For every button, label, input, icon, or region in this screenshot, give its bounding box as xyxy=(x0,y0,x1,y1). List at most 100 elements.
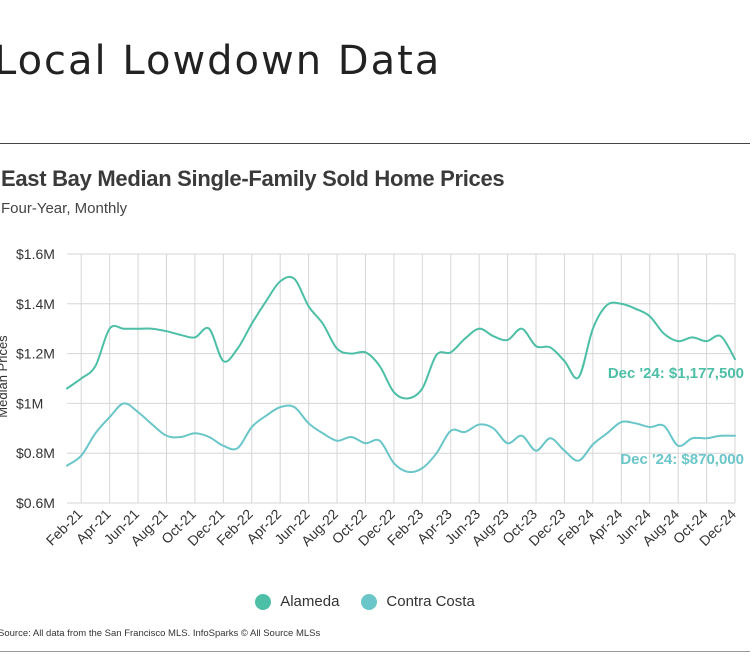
data-point-alameda xyxy=(704,339,709,344)
data-point-alameda xyxy=(576,375,581,380)
data-point-alameda xyxy=(448,350,453,355)
legend-label-alameda: Alameda xyxy=(280,593,340,610)
data-point-contra-costa xyxy=(107,415,112,420)
data-point-contra-costa xyxy=(619,420,624,425)
data-point-contra-costa xyxy=(391,461,396,466)
line-chart: $0.6M $0.8M $1M $1.2M $1.4M $1.6M Median Price… xyxy=(0,246,744,549)
data-point-contra-costa xyxy=(676,443,681,448)
y-axis-title: Median Prices xyxy=(0,335,10,418)
data-point-alameda xyxy=(477,326,482,331)
data-point-alameda xyxy=(335,346,340,351)
data-point-alameda xyxy=(207,326,212,331)
end-label-alameda: Dec '24: $1,177,500 xyxy=(608,365,744,382)
data-point-contra-costa xyxy=(93,431,98,436)
header-divider xyxy=(0,143,750,144)
data-point-alameda xyxy=(363,350,368,355)
data-point-alameda xyxy=(178,332,183,337)
data-point-contra-costa xyxy=(434,451,439,456)
data-point-contra-costa xyxy=(221,443,226,448)
data-point-contra-costa xyxy=(306,421,311,426)
data-point-contra-costa xyxy=(164,433,169,438)
data-point-alameda xyxy=(548,345,553,350)
y-tick-label: $0.6M xyxy=(16,495,55,511)
data-point-contra-costa xyxy=(65,463,70,468)
data-point-contra-costa xyxy=(690,436,695,441)
data-point-alameda xyxy=(391,390,396,395)
grid xyxy=(67,253,736,504)
data-point-contra-costa xyxy=(491,426,496,431)
data-point-alameda xyxy=(93,364,98,369)
end-label-contra-costa: Dec '24: $870,000 xyxy=(620,451,744,468)
data-point-alameda xyxy=(79,376,84,381)
data-point-contra-costa xyxy=(420,466,425,471)
legend: Alameda Contra Costa xyxy=(0,593,730,610)
y-tick-label: $0.8M xyxy=(16,445,55,461)
data-point-alameda xyxy=(292,276,297,281)
data-point-contra-costa xyxy=(178,435,183,440)
data-point-alameda xyxy=(619,301,624,306)
chart-subtitle: Four-Year, Monthly xyxy=(1,200,128,217)
data-point-alameda xyxy=(65,386,70,391)
data-point-contra-costa xyxy=(548,436,553,441)
data-point-contra-costa xyxy=(576,458,581,463)
data-point-contra-costa xyxy=(235,446,240,451)
end-labels: Dec '24: $1,177,500 Dec '24: $870,000 xyxy=(608,365,744,468)
data-point-contra-costa xyxy=(136,410,141,415)
data-point-contra-costa xyxy=(647,425,652,430)
data-point-alameda xyxy=(150,326,155,331)
data-point-alameda xyxy=(676,339,681,344)
data-point-contra-costa xyxy=(462,430,467,435)
data-point-contra-costa xyxy=(477,422,482,427)
data-point-contra-costa xyxy=(704,436,709,441)
data-point-contra-costa xyxy=(718,433,723,438)
page-title: Local Lowdown Data xyxy=(0,38,442,84)
data-point-alameda xyxy=(136,326,141,331)
data-point-alameda xyxy=(462,336,467,341)
data-point-alameda xyxy=(633,306,638,311)
data-point-alameda xyxy=(491,334,496,339)
data-point-contra-costa xyxy=(207,435,212,440)
data-point-alameda xyxy=(718,334,723,339)
footer-divider xyxy=(0,651,750,652)
data-point-alameda xyxy=(164,329,169,334)
legend-item-alameda[interactable]: Alameda xyxy=(255,593,339,610)
x-axis: Feb-21Apr-21Jun-21Aug-21Oct-21Dec-21Feb-… xyxy=(43,506,740,549)
data-point-contra-costa xyxy=(505,441,510,446)
data-point-alameda xyxy=(434,352,439,357)
source-note: Source: All data from the San Francisco … xyxy=(0,628,321,639)
chart-title: East Bay Median Single-Family Sold Home … xyxy=(1,166,505,191)
data-point-contra-costa xyxy=(519,433,524,438)
data-point-contra-costa xyxy=(534,448,539,453)
data-point-contra-costa xyxy=(633,421,638,426)
y-tick-label: $1M xyxy=(16,395,43,411)
data-point-contra-costa xyxy=(192,431,197,436)
data-point-alameda xyxy=(107,326,112,331)
data-point-contra-costa xyxy=(150,422,155,427)
data-point-contra-costa xyxy=(278,405,283,410)
data-point-alameda xyxy=(320,321,325,326)
data-point-contra-costa xyxy=(562,448,567,453)
legend-item-contra-costa[interactable]: Contra Costa xyxy=(361,593,475,610)
data-point-alameda xyxy=(278,279,283,284)
data-point-alameda xyxy=(519,326,524,331)
data-point-contra-costa xyxy=(448,428,453,433)
data-point-alameda xyxy=(647,314,652,319)
data-point-contra-costa xyxy=(377,438,382,443)
data-point-contra-costa xyxy=(335,438,340,443)
data-point-alameda xyxy=(249,321,254,326)
legend-swatch-alameda xyxy=(255,593,272,610)
data-point-alameda xyxy=(733,357,738,362)
y-tick-label: $1.6M xyxy=(16,246,55,262)
data-point-alameda xyxy=(377,364,382,369)
data-point-contra-costa xyxy=(363,441,368,446)
data-point-contra-costa xyxy=(249,425,254,430)
data-point-alameda xyxy=(590,326,595,331)
data-point-alameda xyxy=(406,396,411,401)
data-point-alameda xyxy=(306,304,311,309)
data-point-alameda xyxy=(661,331,666,336)
y-tick-label: $1.4M xyxy=(16,296,55,312)
data-point-contra-costa xyxy=(733,433,738,438)
data-point-alameda xyxy=(505,337,510,342)
data-point-alameda xyxy=(562,359,567,364)
data-point-alameda xyxy=(121,326,126,331)
